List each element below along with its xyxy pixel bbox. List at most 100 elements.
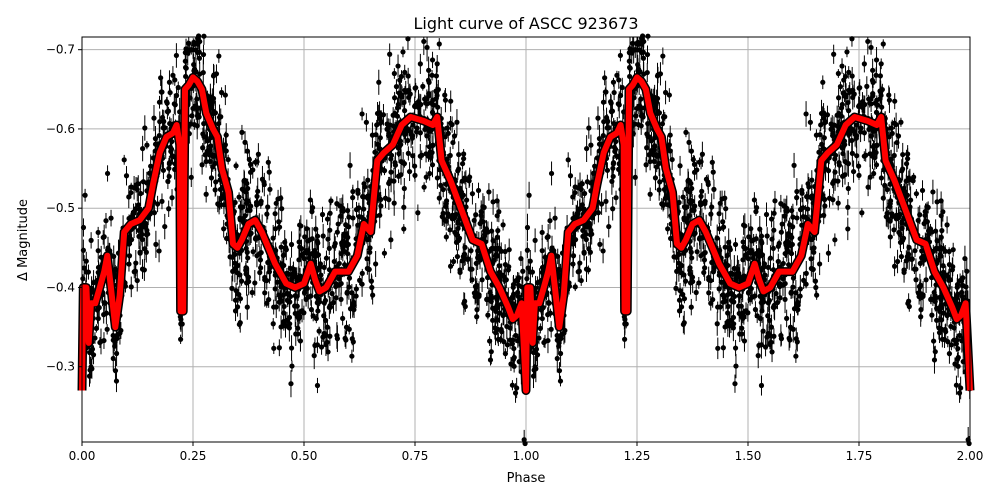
data-point <box>201 34 206 39</box>
data-point <box>129 284 134 289</box>
data-point <box>741 239 746 244</box>
data-point <box>793 354 798 359</box>
data-point <box>201 70 206 75</box>
data-point <box>866 185 871 190</box>
data-point <box>635 62 640 67</box>
data-point <box>289 345 294 350</box>
data-point <box>357 278 362 283</box>
data-point <box>189 175 194 180</box>
data-point <box>752 293 757 298</box>
data-point <box>322 265 327 270</box>
data-point <box>273 211 278 216</box>
data-point <box>808 120 813 125</box>
data-point <box>495 213 500 218</box>
data-point <box>516 283 521 288</box>
data-point <box>253 236 258 241</box>
data-point <box>351 339 356 344</box>
data-point <box>616 101 621 106</box>
data-point <box>780 221 785 226</box>
data-point <box>644 145 649 150</box>
data-point <box>888 234 893 239</box>
data-point <box>932 357 937 362</box>
data-point <box>761 265 766 270</box>
data-point <box>364 256 369 261</box>
data-point <box>660 53 665 58</box>
data-point <box>170 73 175 78</box>
data-point <box>422 185 427 190</box>
data-point <box>892 153 897 158</box>
data-point <box>434 73 439 78</box>
data-point <box>493 305 498 310</box>
data-point <box>438 183 443 188</box>
data-point <box>677 298 682 303</box>
data-point <box>281 319 286 324</box>
data-point <box>167 160 172 165</box>
data-point <box>931 338 936 343</box>
data-point <box>733 363 738 368</box>
data-point <box>904 161 909 166</box>
data-point <box>388 237 393 242</box>
data-point <box>711 170 716 175</box>
data-point <box>610 166 615 171</box>
data-point <box>313 227 318 232</box>
data-point <box>665 226 670 231</box>
data-point <box>764 212 769 217</box>
data-point <box>725 319 730 324</box>
data-point <box>709 204 714 209</box>
data-point <box>392 160 397 165</box>
data-point <box>896 133 901 138</box>
data-point <box>918 314 923 319</box>
data-point <box>224 148 229 153</box>
data-point <box>700 152 705 157</box>
data-point <box>759 240 764 245</box>
data-point <box>372 150 377 155</box>
data-point <box>525 248 530 253</box>
data-point <box>552 216 557 221</box>
data-point <box>791 163 796 168</box>
data-point <box>901 236 906 241</box>
data-point <box>344 325 349 330</box>
data-point <box>794 189 799 194</box>
data-point <box>577 260 582 265</box>
data-point <box>582 251 587 256</box>
data-point <box>715 236 720 241</box>
data-point <box>859 210 864 215</box>
data-point <box>479 277 484 282</box>
data-point <box>787 337 792 342</box>
data-point <box>585 179 590 184</box>
data-point <box>699 189 704 194</box>
data-point <box>898 120 903 125</box>
data-point <box>141 179 146 184</box>
data-point <box>580 202 585 207</box>
data-point <box>787 222 792 227</box>
data-point <box>255 189 260 194</box>
data-point <box>933 299 938 304</box>
data-point <box>683 130 688 135</box>
data-point <box>731 299 736 304</box>
data-point <box>204 159 209 164</box>
data-point <box>769 349 774 354</box>
data-point <box>165 179 170 184</box>
data-point <box>461 156 466 161</box>
data-point <box>463 304 468 309</box>
data-point <box>788 291 793 296</box>
data-point <box>321 233 326 238</box>
data-point <box>395 63 400 68</box>
data-point <box>874 143 879 148</box>
data-point <box>315 383 320 388</box>
data-point <box>798 286 803 291</box>
data-point <box>473 212 478 217</box>
data-point <box>216 53 221 58</box>
data-point <box>105 245 110 250</box>
data-point <box>114 378 119 383</box>
data-point <box>600 248 605 253</box>
data-point <box>443 98 448 103</box>
data-point <box>757 253 762 258</box>
data-point <box>448 153 453 158</box>
data-point <box>549 245 554 250</box>
data-point <box>929 313 934 318</box>
data-point <box>772 211 777 216</box>
data-point <box>788 325 793 330</box>
data-point <box>912 248 917 253</box>
